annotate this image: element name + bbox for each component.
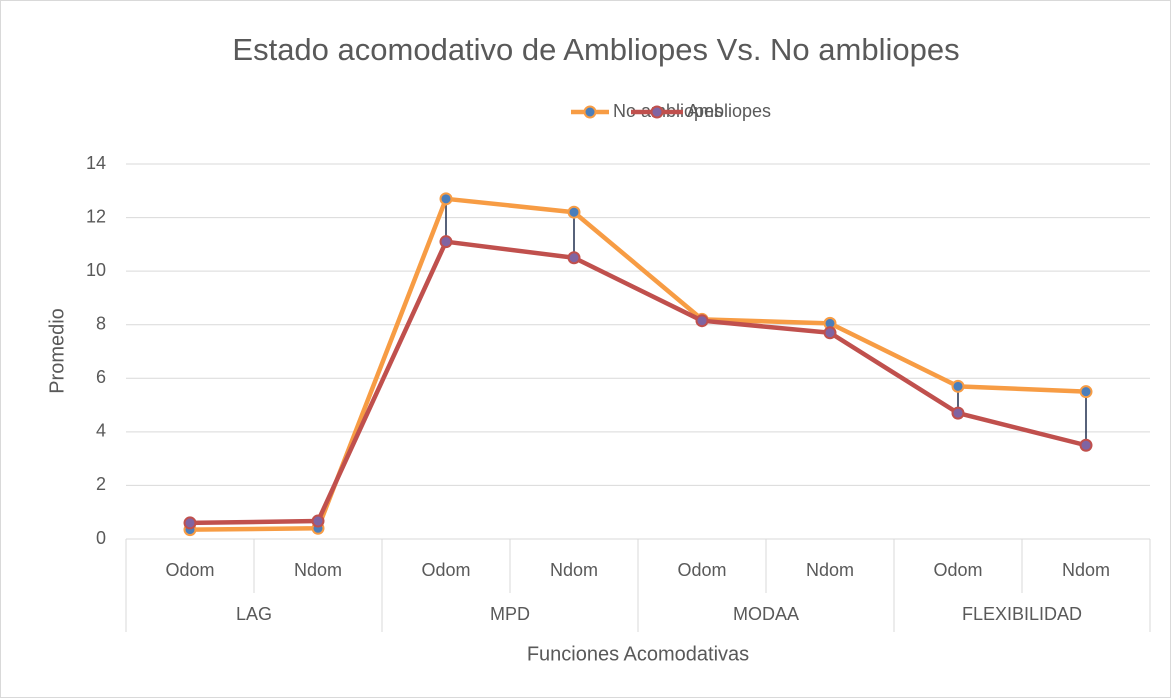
x-tick-label: Ndom (1062, 560, 1110, 580)
data-point (567, 251, 581, 265)
y-tick-label: 14 (86, 153, 106, 173)
y-tick-label: 8 (96, 313, 106, 333)
group-label: LAG (236, 604, 272, 624)
y-tick-label: 0 (96, 528, 106, 548)
x-tick-label: Odom (677, 560, 726, 580)
y-tick-label: 12 (86, 206, 106, 226)
y-tick-label: 6 (96, 367, 106, 387)
data-point (951, 379, 965, 393)
data-point (695, 314, 709, 328)
data-point (1079, 385, 1093, 399)
x-tick-label: Odom (421, 560, 470, 580)
x-tick-label: Odom (933, 560, 982, 580)
x-axis-title: Funciones Acomodativas (527, 643, 749, 665)
data-point (311, 514, 325, 528)
data-point (1079, 438, 1093, 452)
group-label: FLEXIBILIDAD (962, 604, 1082, 624)
y-tick-label: 2 (96, 474, 106, 494)
data-point (567, 205, 581, 219)
y-tick-label: 4 (96, 421, 106, 441)
data-point (439, 192, 453, 206)
legend-label: Ambliopes (687, 101, 771, 121)
data-point (439, 235, 453, 249)
x-tick-label: Ndom (550, 560, 598, 580)
group-label: MODAA (733, 604, 799, 624)
legend-marker (650, 105, 664, 119)
legend-marker (583, 105, 597, 119)
series-line (189, 239, 1087, 526)
data-point (183, 516, 197, 530)
x-tick-label: Ndom (294, 560, 342, 580)
data-point (823, 326, 837, 340)
data-point (951, 406, 965, 420)
y-tick-label: 10 (86, 260, 106, 280)
y-axis-title: Promedio (46, 308, 68, 394)
x-tick-label: Odom (165, 560, 214, 580)
group-label: MPD (490, 604, 530, 624)
chart-title: Estado acomodativo de Ambliopes Vs. No a… (232, 32, 959, 67)
x-tick-label: Ndom (806, 560, 854, 580)
